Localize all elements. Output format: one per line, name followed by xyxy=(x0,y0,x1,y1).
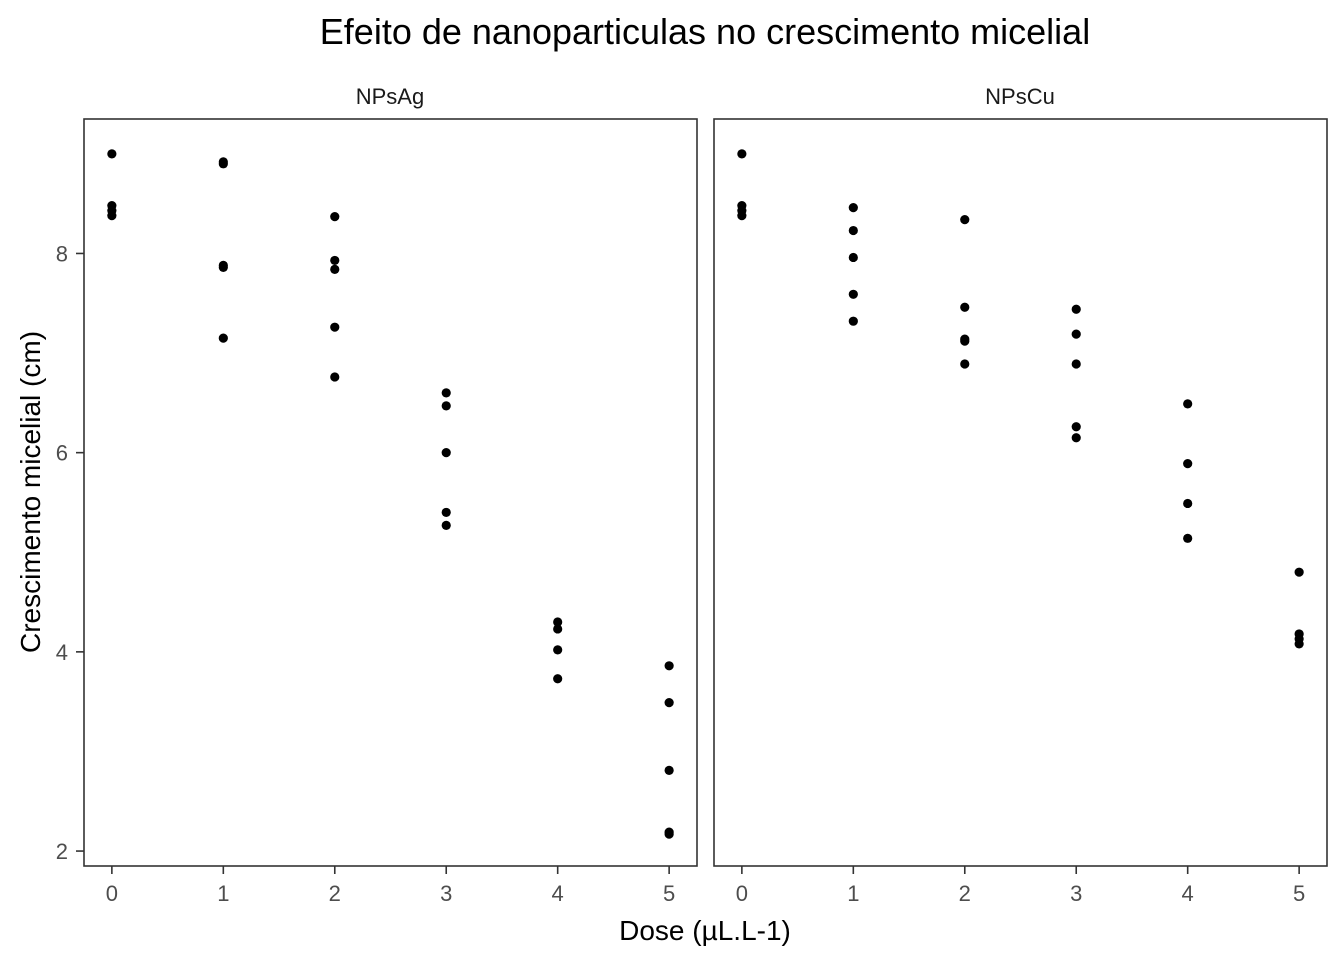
x-tick-label: 0 xyxy=(736,881,748,906)
data-point xyxy=(1071,359,1081,369)
panel-border xyxy=(83,118,698,867)
data-point xyxy=(664,661,674,671)
x-axis-title: Dose (µL.L-1) xyxy=(619,915,791,946)
panel-border xyxy=(713,118,1328,867)
data-point xyxy=(553,617,563,627)
data-point xyxy=(1183,399,1193,409)
data-point xyxy=(553,645,563,655)
y-axis-ticks: 2 4 6 8 xyxy=(56,241,84,864)
data-point xyxy=(441,401,451,411)
data-point xyxy=(553,624,563,634)
data-point xyxy=(664,829,674,839)
data-point xyxy=(441,507,451,518)
data-point xyxy=(737,149,747,159)
x-tick-label: 3 xyxy=(440,881,452,906)
data-point xyxy=(1183,498,1193,509)
x-axis-ticks-npsag: 0 1 2 3 4 5 xyxy=(106,866,675,906)
data-point xyxy=(848,203,858,213)
data-point xyxy=(960,214,970,225)
data-point xyxy=(848,289,858,299)
y-tick-label: 4 xyxy=(56,640,68,665)
y-axis-title: Crescimento micelial (cm) xyxy=(15,331,46,653)
data-point xyxy=(1294,639,1304,649)
facet-label-npscu: NPsCu xyxy=(985,84,1055,109)
facet-panel-npsag: NPsAg 0 1 2 3 4 5 xyxy=(83,84,698,906)
data-point xyxy=(330,372,340,382)
data-point xyxy=(218,262,228,273)
data-point xyxy=(737,211,747,221)
data-point xyxy=(1183,533,1193,543)
x-tick-label: 2 xyxy=(959,881,971,906)
x-axis-ticks-npscu: 0 1 2 3 4 5 xyxy=(736,866,1305,906)
x-tick-label: 4 xyxy=(1182,881,1194,906)
data-point xyxy=(107,211,117,221)
data-point xyxy=(960,302,970,312)
data-point xyxy=(330,322,340,332)
data-point xyxy=(960,336,970,346)
data-point xyxy=(330,255,340,266)
y-tick-label: 6 xyxy=(56,441,68,466)
data-point xyxy=(848,316,858,326)
x-tick-label: 5 xyxy=(1293,881,1305,906)
data-point xyxy=(441,520,451,530)
data-point xyxy=(848,225,858,236)
data-point xyxy=(664,698,674,708)
x-tick-label: 5 xyxy=(663,881,675,906)
y-tick-label: 8 xyxy=(56,241,68,266)
data-point xyxy=(218,159,228,169)
data-point xyxy=(553,674,563,684)
x-tick-label: 1 xyxy=(217,881,229,906)
data-point xyxy=(1071,329,1081,339)
data-points-npscu xyxy=(737,149,1304,649)
data-point xyxy=(218,333,228,343)
chart-title: Efeito de nanoparticulas no crescimento … xyxy=(320,11,1090,52)
x-tick-label: 2 xyxy=(329,881,341,906)
data-points-npsag xyxy=(107,149,674,839)
data-point xyxy=(960,359,970,369)
x-tick-label: 4 xyxy=(552,881,564,906)
facet-label-npsag: NPsAg xyxy=(356,84,424,109)
y-tick-label: 2 xyxy=(56,839,68,864)
data-point xyxy=(107,149,117,159)
x-tick-label: 1 xyxy=(847,881,859,906)
facet-panel-npscu: NPsCu 0 1 2 3 4 5 xyxy=(713,84,1328,906)
data-point xyxy=(441,388,451,398)
data-point xyxy=(1071,304,1081,314)
data-point xyxy=(1183,459,1193,469)
x-tick-label: 3 xyxy=(1070,881,1082,906)
data-point xyxy=(848,252,858,263)
data-point xyxy=(1071,433,1081,443)
data-point xyxy=(330,212,340,222)
data-point xyxy=(664,765,674,775)
data-point xyxy=(1071,422,1081,432)
x-tick-label: 0 xyxy=(106,881,118,906)
data-point xyxy=(441,448,451,458)
data-point xyxy=(330,264,340,274)
data-point xyxy=(1294,567,1304,577)
